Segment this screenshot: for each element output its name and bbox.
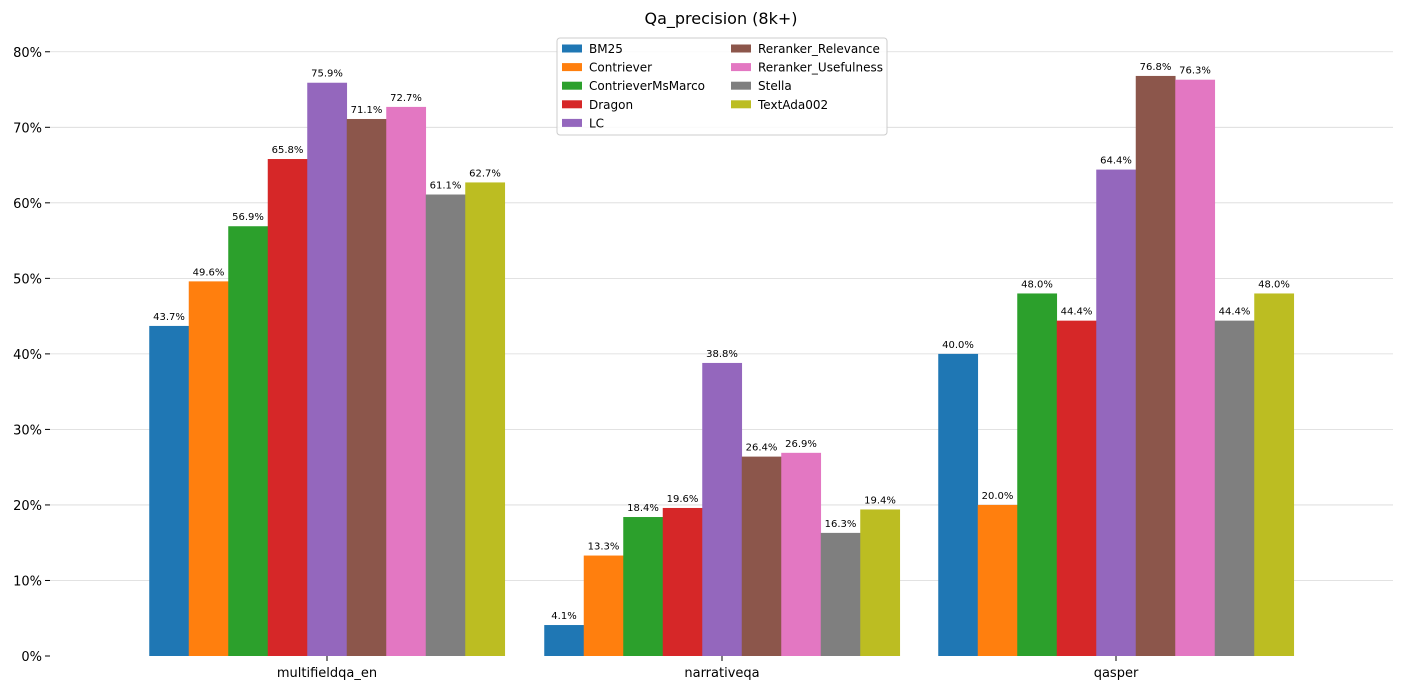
legend-label: ContrieverMsMarco — [589, 79, 705, 93]
bar-dragon-narrativeqa — [662, 507, 703, 656]
y-tick-label: 30% — [13, 423, 42, 438]
bar-textada002-qasper — [1254, 293, 1295, 656]
x-tick-label: multifieldqa_en — [277, 666, 377, 681]
bar-dragon-qasper — [1056, 320, 1097, 656]
legend-box — [556, 37, 888, 136]
data-label: 61.1% — [430, 181, 462, 192]
y-tick-label: 10% — [13, 574, 42, 589]
data-label: 38.8% — [706, 349, 738, 360]
data-label: 18.4% — [627, 503, 659, 514]
bar-textada002-narrativeqa — [860, 509, 901, 656]
legend-label: Reranker_Relevance — [758, 42, 880, 56]
bar-contrievermsmarco-qasper — [1017, 293, 1058, 656]
data-label: 71.1% — [351, 105, 383, 116]
bar-stella-multifieldqa_en — [425, 194, 466, 656]
bars: 43.7% 49.6% 56.9% 65.8% 75.9% 71.1% 72.7% 61.1%… — [149, 62, 1295, 657]
legend-label: Stella — [758, 79, 792, 93]
bar-lc-multifieldqa_en — [307, 82, 348, 657]
y-tick-label: 40% — [13, 348, 42, 363]
y-tick-label: 20% — [13, 499, 42, 514]
bar-stella-narrativeqa — [820, 532, 861, 656]
data-label: 40.0% — [942, 340, 974, 351]
data-label: 76.8% — [1140, 62, 1172, 73]
bar-contrievermsmarco-narrativeqa — [623, 517, 664, 656]
data-label: 26.4% — [746, 443, 778, 454]
data-label: 19.4% — [864, 495, 896, 506]
data-label: 20.0% — [982, 491, 1014, 502]
bar-textada002-multifieldqa_en — [465, 182, 506, 656]
y-tick-label: 70% — [13, 121, 42, 136]
data-label: 19.6% — [667, 494, 699, 505]
legend-label: LC — [589, 116, 604, 130]
legend-swatch — [731, 81, 751, 90]
x-axis: multifieldqa_en narrativeqa qasper — [277, 656, 1139, 681]
data-label: 75.9% — [311, 69, 343, 80]
legend: BM25 Contriever ContrieverMsMarco Dragon LC R… — [556, 37, 888, 136]
legend-swatch — [562, 100, 582, 109]
data-label: 43.7% — [153, 312, 185, 323]
legend-swatch — [731, 44, 751, 53]
bar-reranker_relevance-multifieldqa_en — [346, 118, 387, 656]
bar-reranker_usefulness-qasper — [1175, 79, 1216, 657]
bar-contrievermsmarco-multifieldqa_en — [228, 226, 269, 656]
legend-swatch — [562, 118, 582, 127]
y-tick-label: 0% — [21, 650, 42, 665]
legend-swatch — [562, 81, 582, 90]
bar-dragon-multifieldqa_en — [267, 159, 308, 656]
bar-stella-qasper — [1214, 320, 1255, 656]
data-label: 62.7% — [469, 168, 501, 179]
legend-swatch — [562, 63, 582, 72]
bar-reranker_relevance-narrativeqa — [741, 456, 782, 656]
data-label: 4.1% — [551, 611, 576, 622]
data-label: 26.9% — [785, 439, 817, 450]
bar-reranker_usefulness-narrativeqa — [781, 452, 822, 656]
data-label: 76.3% — [1179, 66, 1211, 77]
legend-swatch — [562, 44, 582, 53]
data-label: 44.4% — [1061, 307, 1093, 318]
bar-lc-narrativeqa — [702, 362, 743, 656]
legend-label: BM25 — [589, 42, 623, 56]
legend-label: TextAda002 — [757, 98, 828, 112]
y-tick-label: 80% — [13, 46, 42, 61]
chart-title: Qa_precision (8k+) — [645, 9, 798, 29]
bar-reranker_relevance-qasper — [1135, 75, 1176, 656]
data-label: 65.8% — [272, 145, 304, 156]
x-tick-label: qasper — [1094, 666, 1139, 681]
y-tick-label: 50% — [13, 272, 42, 287]
data-label: 56.9% — [232, 212, 264, 223]
legend-swatch — [731, 63, 751, 72]
legend-label: Dragon — [589, 98, 633, 112]
y-tick-label: 60% — [13, 197, 42, 212]
bar-contriever-multifieldqa_en — [188, 281, 229, 656]
bar-lc-qasper — [1096, 169, 1137, 657]
data-label: 13.3% — [588, 542, 620, 553]
legend-swatch — [731, 100, 751, 109]
bar-bm25-narrativeqa — [544, 625, 585, 656]
y-axis: 0% 10% 20% 30% 40% 50% 60% 70% 80% — [13, 46, 50, 665]
data-label: 16.3% — [825, 519, 857, 530]
legend-label: Contriever — [589, 61, 652, 75]
bar-contriever-qasper — [977, 504, 1018, 656]
data-label: 49.6% — [193, 267, 225, 278]
data-label: 64.4% — [1100, 156, 1132, 167]
bar-reranker_usefulness-multifieldqa_en — [386, 106, 427, 656]
data-label: 48.0% — [1258, 279, 1290, 290]
legend-label: Reranker_Usefulness — [758, 61, 883, 75]
bar-bm25-multifieldqa_en — [149, 325, 190, 656]
data-label: 48.0% — [1021, 279, 1053, 290]
data-label: 72.7% — [390, 93, 422, 104]
bar-contriever-narrativeqa — [583, 555, 624, 656]
data-label: 44.4% — [1219, 307, 1251, 318]
x-tick-label: narrativeqa — [684, 666, 759, 681]
bar-bm25-qasper — [938, 353, 979, 656]
